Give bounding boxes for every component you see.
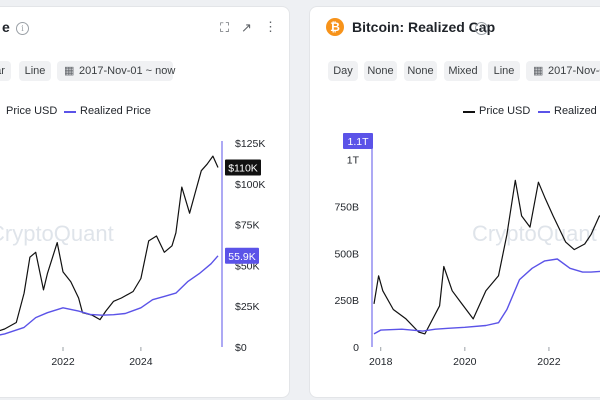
scale-button[interactable]: Mixed [444, 61, 482, 81]
price-usd-line [0, 155, 219, 332]
legend-swatch-realized [64, 111, 76, 113]
external-link-icon[interactable]: ↗ [241, 20, 252, 35]
calendar-icon: ▦ [533, 65, 544, 77]
info-icon[interactable]: i [475, 22, 488, 35]
chart-title: e [2, 19, 10, 35]
y-tick-label: $75K [235, 220, 260, 232]
y-tick-label: $0 [235, 342, 247, 354]
chart-title: Bitcoin: Realized Cap [352, 19, 496, 35]
date-range-button[interactable]: ▦ 2017-Nov-0 [526, 61, 600, 81]
x-tick-label: 2022 [51, 356, 75, 368]
value-badge-label: $110K [228, 162, 258, 174]
y-tick-label: $25K [235, 301, 260, 313]
realized-line [0, 255, 219, 336]
fullscreen-icon[interactable]: ⛶ [220, 20, 230, 35]
value-badge-label: 1.1T [347, 136, 369, 148]
legend-price-usd[interactable]: Price USD [6, 105, 58, 117]
value-badge [225, 159, 261, 176]
value-badge-label: 55.9K [228, 251, 255, 263]
legend-swatch-realized [538, 111, 550, 113]
realized-cap-card: ₿ Bitcoin: Realized Cap i Day None None … [309, 6, 600, 398]
price-chart-card: e i ⛶ ↗ ⋮ ar Line ▦ 2017-Nov-01 ~ now Pr… [0, 6, 290, 398]
realized-line [373, 258, 600, 335]
value-badge [343, 133, 373, 149]
legend-realized-cap[interactable]: Realized Ca [554, 105, 600, 117]
bitcoin-icon: ₿ [326, 18, 344, 36]
x-tick-label: 2018 [369, 356, 393, 368]
price-usd-line [373, 179, 600, 335]
interval-button[interactable]: Day [328, 61, 358, 81]
date-range-button[interactable]: ▦ 2017-Nov-01 ~ now [57, 61, 176, 81]
y-tick-label: 1T [347, 155, 360, 167]
exchange-button[interactable]: None [404, 61, 437, 81]
more-vertical-icon[interactable]: ⋮ [264, 19, 277, 34]
value-badge [225, 247, 259, 264]
y-tick-label: 250B [334, 295, 359, 307]
y-tick-label: $125K [235, 138, 265, 150]
line-type-button[interactable]: Line [19, 61, 51, 81]
moving-average-button[interactable]: None [364, 61, 397, 81]
y-tick-label: 500B [334, 248, 359, 260]
legend-swatch-price [463, 111, 475, 113]
date-range-label: 2017-Nov-0 [548, 65, 600, 77]
y-tick-label: 750B [334, 202, 359, 214]
legend-price-usd[interactable]: Price USD [479, 105, 531, 117]
y-tick-label: $100K [235, 179, 265, 191]
watermark-text: CryptoQuant [472, 221, 597, 246]
realized-cap-plot: CryptoQuant 1T 750B 500B 250B 0 2018 2020 2022 1.… [334, 133, 600, 368]
y-tick-label: 0 [353, 342, 359, 354]
x-tick-label: 2020 [453, 356, 477, 368]
date-range-label: 2017-Nov-01 ~ now [79, 65, 176, 77]
info-icon[interactable]: i [16, 22, 29, 35]
x-tick-label: 2024 [129, 356, 153, 368]
toolbar-button[interactable]: ar [0, 61, 11, 81]
legend-realized-price[interactable]: Realized Price [80, 105, 151, 117]
calendar-icon: ▦ [64, 65, 75, 77]
line-type-button[interactable]: Line [488, 61, 520, 81]
x-tick-label: 2022 [537, 356, 561, 368]
watermark-text: CryptoQuant [0, 221, 114, 246]
